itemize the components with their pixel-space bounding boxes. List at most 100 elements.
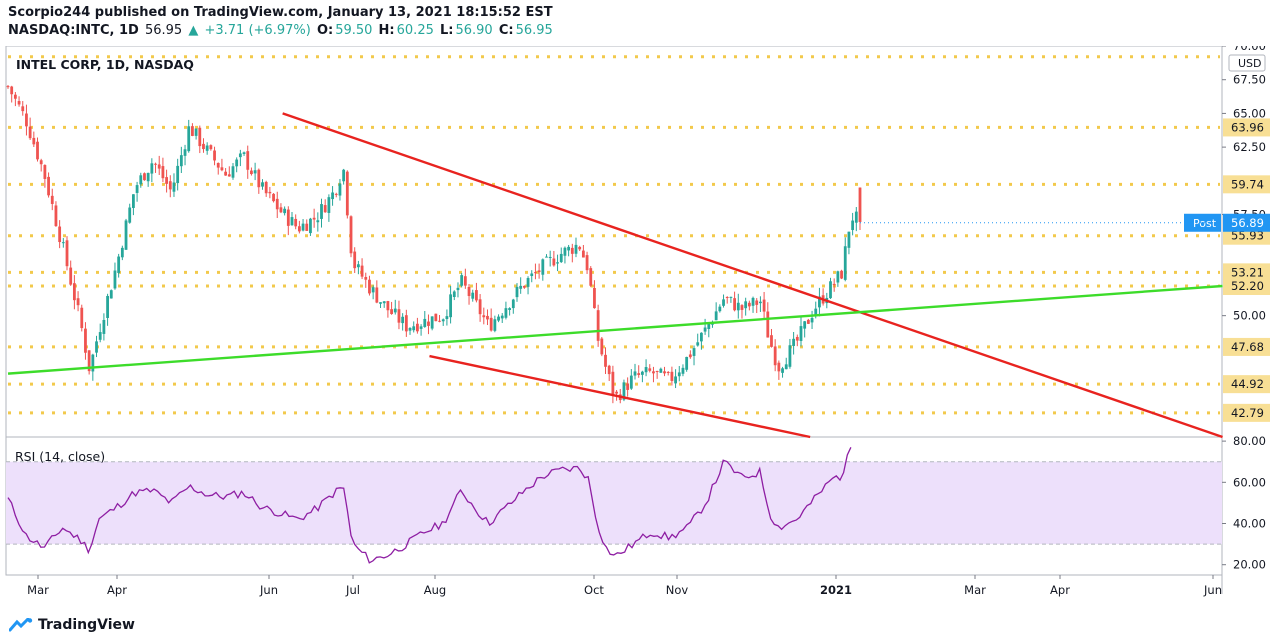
candle-body bbox=[95, 341, 98, 353]
level-price-label-bg bbox=[1223, 263, 1270, 282]
candle-body bbox=[360, 265, 364, 277]
candle-body bbox=[205, 145, 209, 151]
candle-body bbox=[843, 246, 847, 280]
candle-body bbox=[585, 255, 589, 271]
candle-body bbox=[345, 171, 349, 216]
candle-body bbox=[589, 268, 593, 286]
candle-body bbox=[559, 253, 563, 263]
candle-body bbox=[117, 256, 121, 273]
candle-body bbox=[622, 382, 626, 400]
candle-body bbox=[371, 287, 375, 293]
candle-body bbox=[202, 143, 205, 150]
time-tick-label: Mar bbox=[964, 583, 986, 597]
candle-body bbox=[331, 192, 334, 200]
candle-body bbox=[84, 328, 87, 353]
candle-body bbox=[766, 311, 770, 338]
time-axis[interactable]: Mar Apr Jun Jul Aug Oct Nov 2021 Mar Apr Jun bbox=[27, 575, 1222, 597]
candle-body bbox=[670, 371, 674, 381]
tradingview-logo[interactable]: TradingView bbox=[9, 617, 135, 633]
level-price-label-bg bbox=[1223, 118, 1270, 137]
chart-canvas[interactable]: 70.0067.5065.0062.5057.5050.00USD63.9659… bbox=[0, 46, 1280, 610]
level-price-label-text: 53.21 bbox=[1231, 265, 1264, 279]
candle-body bbox=[47, 176, 50, 196]
currency-badge[interactable]: USD bbox=[1228, 54, 1266, 72]
candle-body bbox=[76, 298, 80, 306]
candle-body bbox=[39, 160, 43, 165]
descending-resistance-line[interactable] bbox=[282, 112, 1223, 439]
candle-body bbox=[61, 242, 65, 244]
candle-body bbox=[755, 300, 759, 305]
candle-body bbox=[124, 220, 128, 250]
post-market-badge[interactable]: Post 56.89 bbox=[860, 213, 1270, 232]
price-axis[interactable]: 70.0067.5065.0062.5057.5050.00USD63.9659… bbox=[860, 46, 1270, 572]
candle-body bbox=[548, 256, 552, 258]
candle-body bbox=[677, 372, 681, 377]
time-tick-label: Jun bbox=[259, 583, 278, 597]
candle-body bbox=[386, 301, 390, 311]
rsi-line bbox=[7, 447, 852, 564]
candle-body bbox=[574, 244, 578, 254]
candle-body bbox=[858, 187, 862, 222]
candle-body bbox=[419, 326, 423, 329]
candle-body bbox=[759, 301, 762, 304]
rsi-tick-label: 80.00 bbox=[1233, 434, 1266, 448]
candle-body bbox=[773, 346, 777, 366]
candle-body bbox=[792, 338, 796, 346]
candle-body bbox=[534, 272, 537, 274]
candle-body bbox=[659, 368, 663, 373]
candle-body bbox=[283, 208, 287, 214]
candle-body bbox=[847, 231, 851, 248]
candle-body bbox=[567, 246, 571, 251]
time-tick-label: Jun bbox=[1203, 583, 1222, 597]
candle-body bbox=[615, 391, 618, 394]
currency-label: USD bbox=[1238, 57, 1262, 70]
chart-legend-title: INTEL CORP, 1D, NASDAQ bbox=[16, 57, 194, 72]
candle-body bbox=[113, 270, 117, 289]
trend-lines[interactable] bbox=[7, 112, 1223, 439]
time-tick-label: 2021 bbox=[820, 583, 852, 597]
candle-body bbox=[364, 277, 368, 280]
candle-body bbox=[795, 336, 799, 341]
candle-body bbox=[220, 167, 224, 171]
candle-body bbox=[508, 308, 512, 310]
candle-body bbox=[570, 247, 574, 254]
candle-body bbox=[21, 106, 25, 112]
candle-body bbox=[747, 302, 751, 307]
candle-body bbox=[227, 174, 231, 177]
candle-body bbox=[268, 191, 272, 194]
candle-body bbox=[43, 165, 47, 179]
rsi-tick-label: 20.00 bbox=[1233, 558, 1266, 572]
candle-body bbox=[430, 316, 434, 329]
candle-body bbox=[290, 217, 294, 226]
candle-body bbox=[511, 299, 515, 309]
candle-body bbox=[50, 195, 54, 204]
time-tick-label: Aug bbox=[424, 583, 446, 597]
candle-body bbox=[489, 317, 493, 331]
candle-body bbox=[327, 197, 331, 213]
candle-body bbox=[183, 149, 187, 156]
candle-body bbox=[611, 371, 615, 395]
candle-body bbox=[213, 150, 216, 161]
symbol-label[interactable]: NASDAQ:INTC, 1D bbox=[8, 23, 139, 38]
candle-body bbox=[500, 315, 504, 319]
lower-channel-line[interactable] bbox=[429, 354, 811, 439]
candle-body bbox=[829, 281, 832, 299]
candle-body bbox=[176, 165, 180, 184]
candle-body bbox=[168, 181, 172, 190]
rising-support-line[interactable] bbox=[7, 284, 1223, 375]
rsi-tick-label: 60.00 bbox=[1233, 475, 1266, 489]
candle-body bbox=[275, 198, 279, 210]
level-price-label: 42.79 bbox=[1223, 403, 1270, 422]
candle-body bbox=[272, 193, 275, 202]
candle-body bbox=[231, 166, 235, 178]
candle-body bbox=[441, 319, 445, 322]
candle-body bbox=[135, 185, 139, 193]
candle-body bbox=[157, 164, 161, 169]
rsi-series bbox=[7, 447, 852, 564]
time-tick-label: Apr bbox=[107, 583, 127, 597]
candle-body bbox=[692, 348, 696, 356]
candle-body bbox=[242, 152, 246, 154]
candle-body bbox=[10, 86, 14, 95]
candle-body bbox=[626, 383, 630, 390]
candle-body bbox=[456, 287, 460, 291]
